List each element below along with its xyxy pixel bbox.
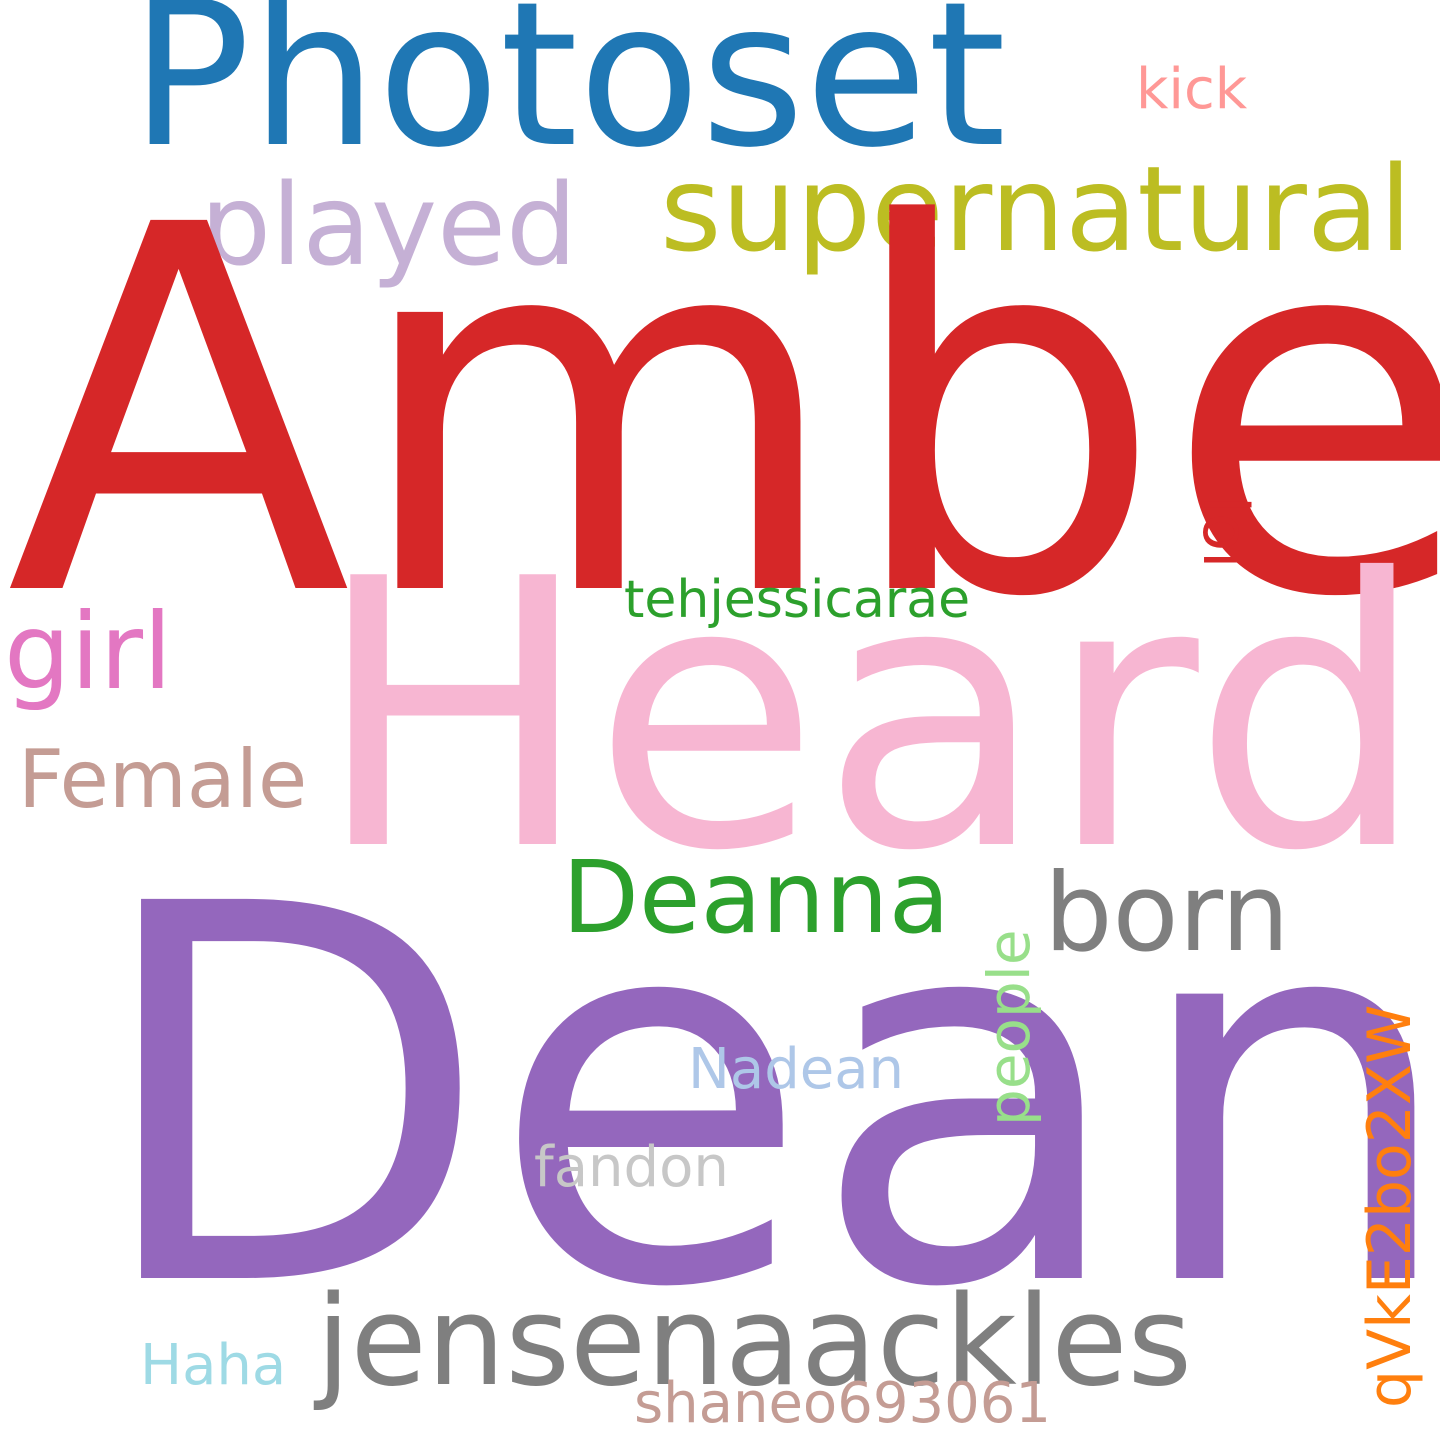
word-dean: Dean (90, 795, 1440, 1401)
word-deanna: Deanna (562, 839, 950, 956)
word-photoset: Photoset (130, 0, 1007, 192)
word-qvke2bo2xw: qVkE2bo2XW (1355, 1004, 1425, 1408)
word-lol: lol (1189, 496, 1262, 569)
word-jensenaackles: jensenaackles (316, 1270, 1193, 1414)
word-tehjessicarae: tehjessicarae (624, 570, 971, 630)
word-heard: Heard (314, 502, 1428, 932)
word-people: people (975, 929, 1043, 1126)
word-amber: Amber (6, 120, 1440, 708)
word-played: played (200, 161, 578, 291)
word-born: born (1044, 851, 1290, 976)
word-fandon: fandon (534, 1135, 729, 1200)
word-girl: girl (4, 591, 173, 713)
word-female: Female (18, 733, 308, 826)
word-kick: kick (1136, 57, 1248, 122)
word-nadean: Nadean (688, 1037, 905, 1102)
word-supernatural: supernatural (660, 140, 1412, 278)
word-shaneo693061: shaneo693061 (634, 1371, 1051, 1436)
word-haha: Haha (140, 1333, 287, 1398)
